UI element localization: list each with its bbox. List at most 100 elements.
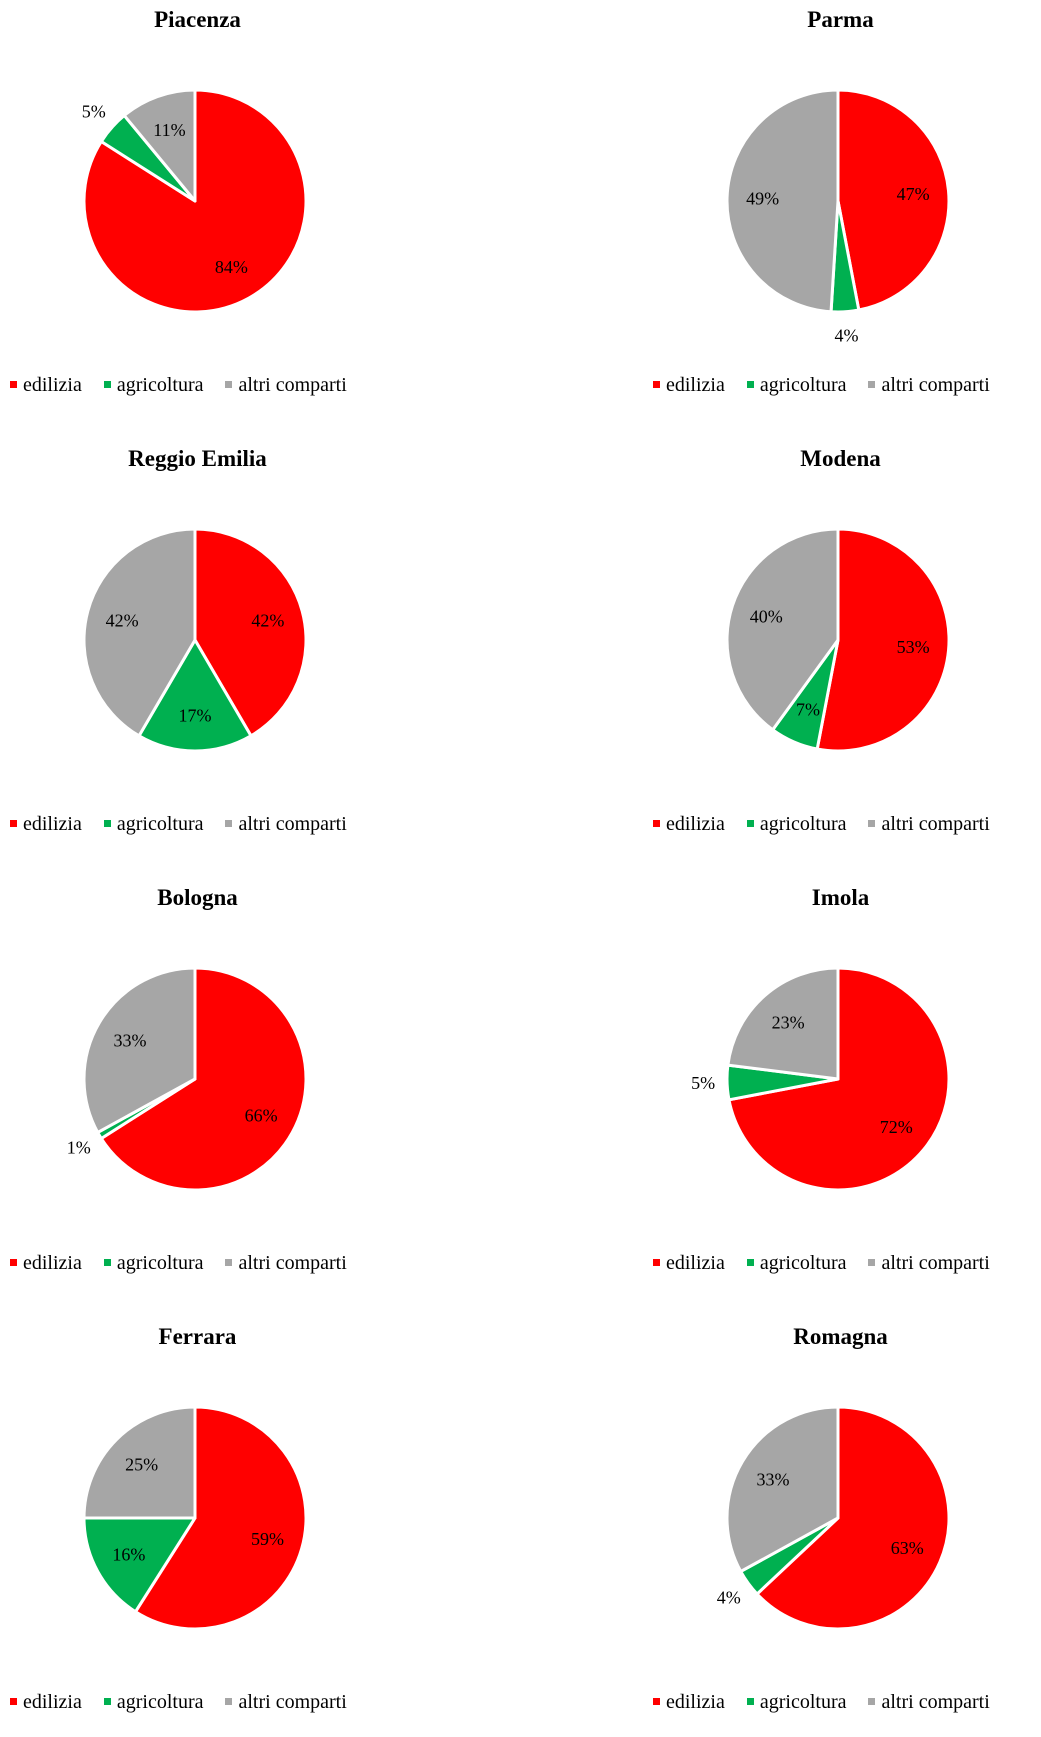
legend-label: edilizia xyxy=(23,374,82,396)
pie-plot: 63% 4% 33% xyxy=(717,1405,951,1631)
data-label: 42% xyxy=(251,610,284,630)
legend-label: edilizia xyxy=(666,1252,725,1274)
data-label: 33% xyxy=(114,1031,147,1051)
pie-slice-altri-comparti xyxy=(122,88,197,203)
pie-slice-edilizia xyxy=(815,527,951,753)
pie-chart-parma: Parma 47% 4% 49% edilizia agricoltura altri co… xyxy=(643,0,1041,420)
legend-label: altri comparti xyxy=(881,374,990,396)
pie-slice-altri-comparti xyxy=(725,1405,840,1573)
legend-label: agricoltura xyxy=(116,374,204,396)
legend-label: altri comparti xyxy=(881,813,990,835)
legend-label: agricoltura xyxy=(116,813,204,835)
legend-entry: altri comparti xyxy=(868,1690,990,1714)
legend-label: edilizia xyxy=(666,813,725,835)
legend-label: edilizia xyxy=(23,1691,82,1713)
pie-slice-altri-comparti xyxy=(725,527,840,732)
pie-chart-romagna: Romagna 63% 4% 33% edilizia agricoltura altri … xyxy=(643,1317,1041,1737)
legend-label: altri comparti xyxy=(881,1252,990,1274)
pie-chart-bologna: Bologna 66% 1% 33% edilizia agricoltura altri … xyxy=(0,878,400,1298)
pie-slice-altri-comparti xyxy=(725,88,840,314)
legend-entry: altri comparti xyxy=(225,812,347,836)
legend-label: agricoltura xyxy=(116,1691,204,1713)
legend-label: agricoltura xyxy=(759,1252,847,1274)
chart-title: Bologna xyxy=(157,885,238,910)
data-label: 23% xyxy=(772,1012,805,1032)
pie-slice-altri-comparti xyxy=(726,966,840,1081)
chart-legend: edilizia agricoltura altri comparti xyxy=(10,1251,347,1275)
data-label: 17% xyxy=(179,706,212,726)
legend-label: altri comparti xyxy=(881,1691,990,1713)
pie-chart-modena: Modena 53% 7% 40% edilizia agricoltura altri c… xyxy=(643,439,1041,859)
legend-entry: altri comparti xyxy=(225,373,347,397)
legend-label: altri comparti xyxy=(238,1252,347,1274)
data-label: 53% xyxy=(897,637,930,657)
data-label: 33% xyxy=(757,1470,790,1490)
legend-entry: edilizia xyxy=(653,1690,725,1714)
legend-entry: altri comparti xyxy=(225,1251,347,1275)
legend-label: edilizia xyxy=(23,1252,82,1274)
legend-label: agricoltura xyxy=(759,813,847,835)
legend-swatch xyxy=(225,1697,233,1705)
legend-label: agricoltura xyxy=(759,374,847,396)
legend-swatch xyxy=(225,1258,233,1266)
pie-plot: 66% 1% 33% xyxy=(67,966,308,1192)
data-label: 59% xyxy=(251,1529,284,1549)
data-label: 84% xyxy=(215,257,248,277)
legend-swatch xyxy=(746,380,754,388)
legend-swatch xyxy=(103,1697,111,1705)
pie-plot: 59% 16% 25% xyxy=(82,1405,308,1631)
pie-plot: 47% 4% 49% xyxy=(725,88,951,346)
legend-swatch xyxy=(225,819,233,827)
data-label: 66% xyxy=(245,1105,278,1125)
legend-swatch xyxy=(10,1697,17,1705)
legend-swatch xyxy=(10,819,17,827)
data-label: 4% xyxy=(717,1587,741,1607)
legend-entry: altri comparti xyxy=(868,812,990,836)
legend-entry: altri comparti xyxy=(868,373,990,397)
pie-slice-agricoltura xyxy=(137,638,253,753)
data-label: 25% xyxy=(125,1455,158,1475)
legend-swatch xyxy=(868,819,876,827)
legend-swatch xyxy=(653,1258,660,1266)
data-label: 5% xyxy=(691,1073,715,1093)
legend-swatch xyxy=(10,1258,17,1266)
chart-legend: edilizia agricoltura altri comparti xyxy=(653,373,990,397)
pie-slice-agricoltura xyxy=(82,1516,197,1614)
data-label: 4% xyxy=(835,326,859,346)
legend-entry: edilizia xyxy=(653,373,725,397)
chart-title: Reggio Emilia xyxy=(128,446,267,471)
chart-title: Modena xyxy=(800,446,881,471)
legend-entry: edilizia xyxy=(10,373,82,397)
pie-slice-altri-comparti xyxy=(82,966,197,1134)
pie-plot: 42% 17% 42% xyxy=(82,527,308,753)
pie-chart-imola: Imola 72% 5% 23% edilizia agricoltura altri co… xyxy=(643,878,1041,1298)
chart-legend: edilizia agricoltura altri comparti xyxy=(10,373,347,397)
pie-plot: 84% 5% 11% xyxy=(82,88,308,314)
data-label: 63% xyxy=(891,1538,924,1558)
chart-title: Romagna xyxy=(793,1324,888,1349)
legend-entry: edilizia xyxy=(10,1690,82,1714)
pie-slice-edilizia xyxy=(755,1405,951,1631)
legend-entry: edilizia xyxy=(10,1251,82,1275)
chart-title: Parma xyxy=(807,7,874,32)
pie-slice-edilizia xyxy=(134,1405,308,1631)
chart-title: Imola xyxy=(811,885,870,910)
data-label: 16% xyxy=(112,1544,145,1564)
data-label: 40% xyxy=(750,607,783,627)
data-label: 47% xyxy=(897,184,930,204)
data-label: 11% xyxy=(153,120,185,140)
legend-label: agricoltura xyxy=(116,1252,204,1274)
legend-swatch xyxy=(868,380,876,388)
legend-entry: agricoltura xyxy=(103,1690,204,1714)
legend-swatch xyxy=(225,380,233,388)
legend-swatch xyxy=(653,380,660,388)
legend-entry: agricoltura xyxy=(746,812,847,836)
legend-swatch xyxy=(653,1697,660,1705)
pie-plot: 72% 5% 23% xyxy=(691,966,951,1192)
data-label: 1% xyxy=(67,1138,91,1158)
legend-entry: altri comparti xyxy=(868,1251,990,1275)
legend-label: altri comparti xyxy=(238,1691,347,1713)
chart-legend: edilizia agricoltura altri comparti xyxy=(10,1690,347,1714)
pie-slice-altri-comparti xyxy=(82,527,197,738)
